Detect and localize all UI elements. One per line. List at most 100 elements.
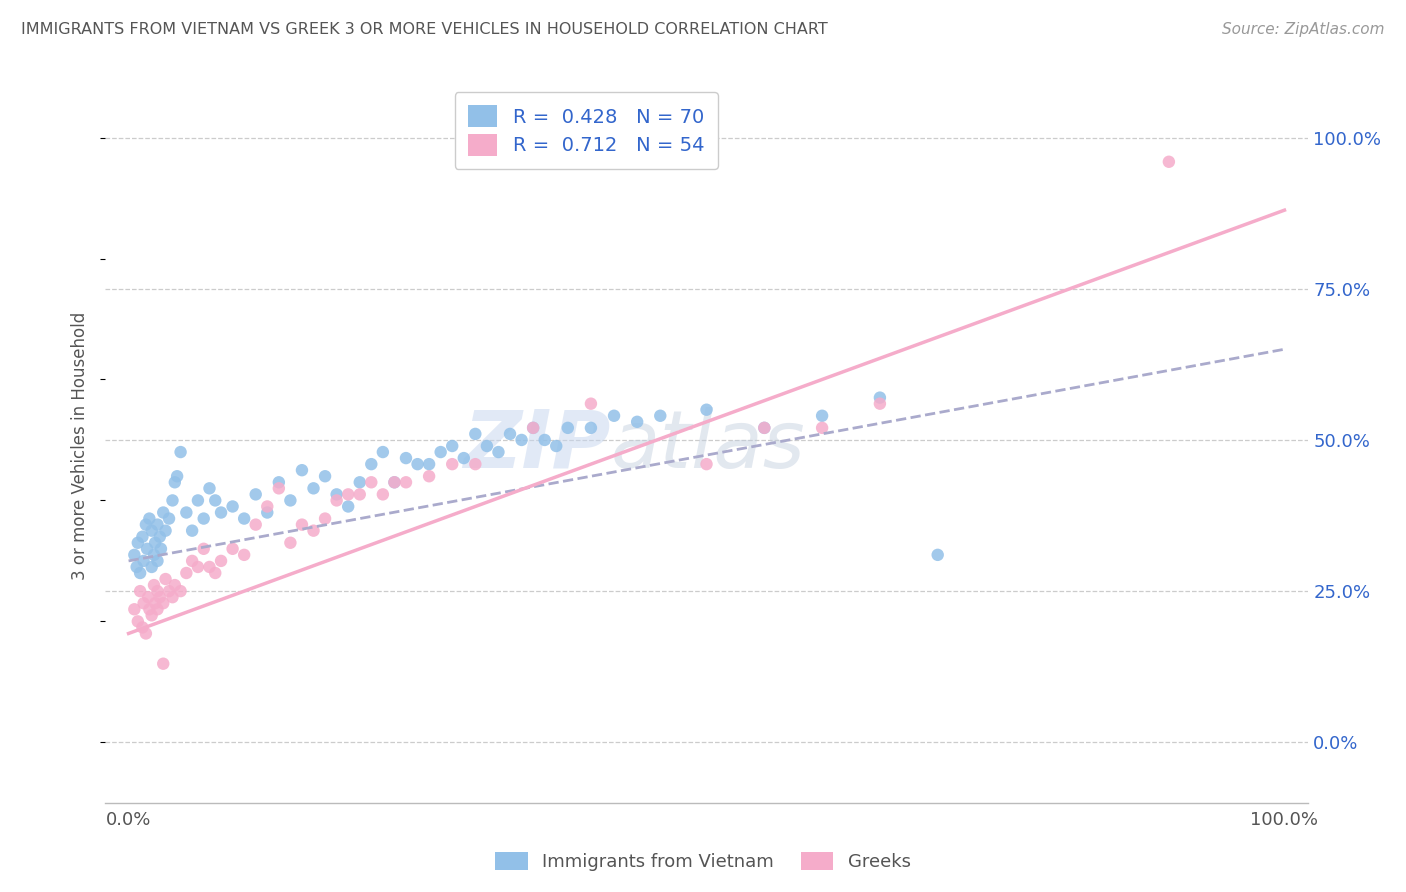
Point [441,457,464,471]
Point [267,481,290,495]
Point [869,391,891,405]
Point [557,421,579,435]
Point [349,487,371,501]
Point [522,421,544,435]
Point [696,457,718,471]
Point [198,560,221,574]
Point [136,541,159,556]
Point [152,596,174,610]
Point [129,566,152,580]
Point [136,590,159,604]
Point [138,511,160,525]
Point [280,493,302,508]
Point [499,426,522,441]
Point [187,560,209,574]
Point [579,397,602,411]
Point [155,572,177,586]
Point [302,481,325,495]
Point [650,409,672,423]
Point [245,487,267,501]
Point [869,397,891,411]
Point [233,548,256,562]
Point [256,500,278,514]
Text: atlas: atlas [610,407,806,485]
Point [146,602,169,616]
Point [162,590,184,604]
Point [267,475,290,490]
Point [129,584,152,599]
Point [193,541,215,556]
Point [337,487,360,501]
Point [152,657,174,671]
Point [360,475,382,490]
Point [157,584,180,599]
Point [371,445,394,459]
Point [143,596,166,610]
Point [464,457,486,471]
Point [371,487,394,501]
Point [302,524,325,538]
Point [166,469,188,483]
Y-axis label: 3 or more Vehicles in Household: 3 or more Vehicles in Household [72,312,90,580]
Point [811,409,834,423]
Point [1157,154,1180,169]
Point [754,421,776,435]
Text: IMMIGRANTS FROM VIETNAM VS GREEK 3 OR MORE VEHICLES IN HOUSEHOLD CORRELATION CHA: IMMIGRANTS FROM VIETNAM VS GREEK 3 OR MO… [21,22,828,37]
Point [325,493,347,508]
Point [221,541,243,556]
Point [132,554,155,568]
Point [146,517,169,532]
Point [221,500,243,514]
Point [314,469,336,483]
Point [163,475,186,490]
Point [360,457,382,471]
Point [245,517,267,532]
Point [384,475,406,490]
Point [325,487,347,501]
Point [149,590,172,604]
Point [131,620,153,634]
Point [754,421,776,435]
Point [143,548,166,562]
Point [141,608,163,623]
Legend: Immigrants from Vietnam, Greeks: Immigrants from Vietnam, Greeks [488,846,918,879]
Point [395,451,418,466]
Point [256,506,278,520]
Point [127,615,149,629]
Point [143,535,166,549]
Point [169,445,191,459]
Point [406,457,429,471]
Point [475,439,498,453]
Point [138,602,160,616]
Text: Source: ZipAtlas.com: Source: ZipAtlas.com [1222,22,1385,37]
Point [696,402,718,417]
Point [453,451,475,466]
Point [163,578,186,592]
Point [198,481,221,495]
Point [510,433,533,447]
Point [152,506,174,520]
Point [132,596,155,610]
Point [546,439,568,453]
Point [176,566,198,580]
Point [533,433,555,447]
Point [204,566,226,580]
Point [141,524,163,538]
Point [157,511,180,525]
Point [209,554,232,568]
Point [349,475,371,490]
Point [149,530,172,544]
Point [291,517,314,532]
Point [395,475,418,490]
Point [181,524,204,538]
Point [488,445,510,459]
Point [291,463,314,477]
Point [187,493,209,508]
Point [131,530,153,544]
Point [124,548,146,562]
Point [418,469,440,483]
Point [141,560,163,574]
Point [314,511,336,525]
Point [135,626,157,640]
Point [811,421,834,435]
